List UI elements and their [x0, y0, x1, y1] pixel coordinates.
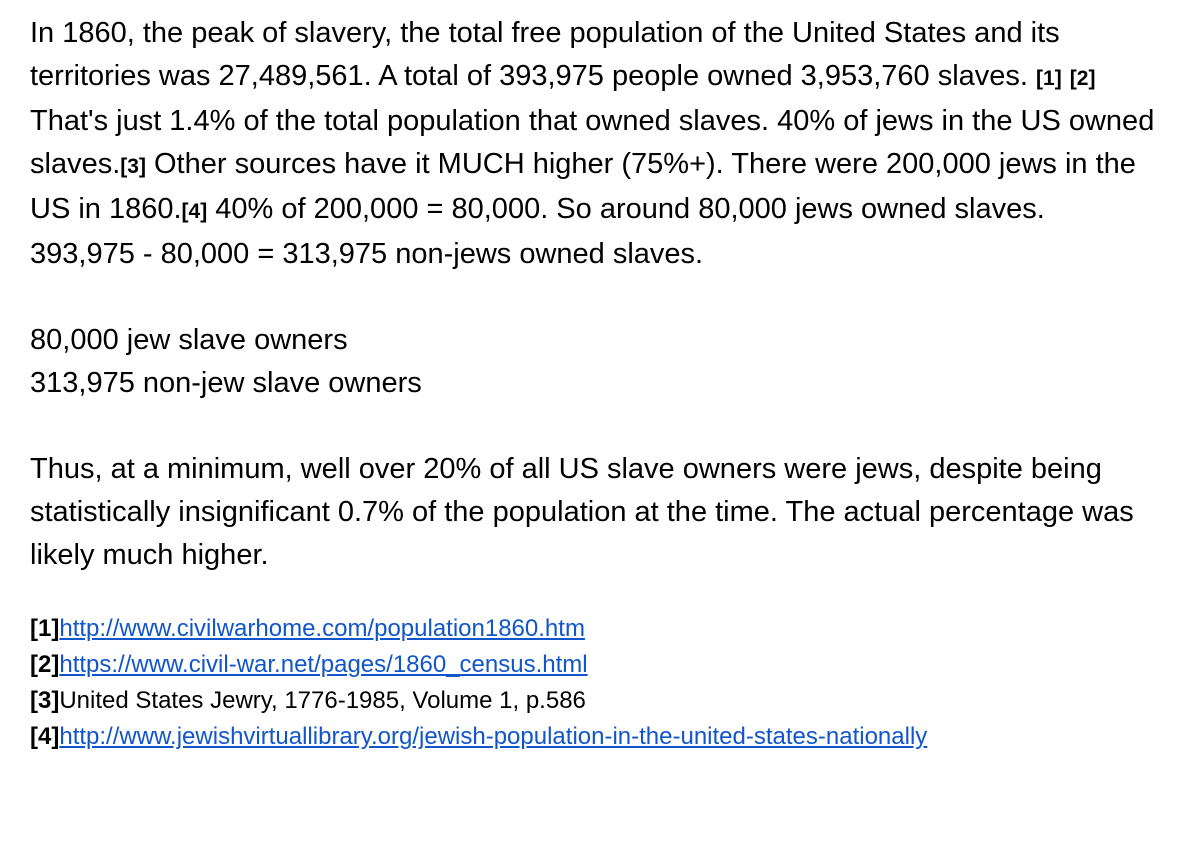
citation: [2]	[1069, 67, 1096, 90]
citation: [3]	[120, 155, 146, 178]
text: That's just 1.4% of the total population…	[30, 105, 1155, 180]
reference: [1]http://www.civilwarhome.com/populatio…	[30, 611, 1155, 647]
citation: [1]	[1036, 67, 1062, 90]
reference-marker: [4]	[30, 723, 60, 750]
reference-marker: [1]	[30, 615, 60, 642]
references: [1]http://www.civilwarhome.com/populatio…	[30, 611, 1155, 755]
reference: [2]https://www.civil-war.net/pages/1860_…	[30, 647, 1155, 683]
text	[1062, 60, 1070, 92]
reference: [4]http://www.jewishvirtuallibrary.org/j…	[30, 719, 1155, 755]
document: In 1860, the peak of slavery, the total …	[30, 12, 1155, 755]
text: 40% of 200,000 = 80,000. So around 80,00…	[30, 193, 1045, 270]
summary-line: 80,000 jew slave owners	[30, 324, 348, 356]
reference-link[interactable]: http://www.civilwarhome.com/population18…	[59, 615, 585, 642]
reference-link[interactable]: https://www.civil-war.net/pages/1860_cen…	[59, 651, 588, 678]
conclusion: Thus, at a minimum, well over 20% of all…	[30, 453, 1134, 571]
summary-line: 313,975 non-jew slave owners	[30, 367, 422, 399]
reference-marker: [2]	[30, 651, 60, 678]
citation: [4]	[181, 200, 208, 223]
body-paragraphs: In 1860, the peak of slavery, the total …	[30, 12, 1155, 276]
reference-link[interactable]: http://www.jewishvirtuallibrary.org/jewi…	[59, 723, 928, 750]
paragraph: That's just 1.4% of the total population…	[30, 100, 1155, 276]
text: Other sources have it MUCH higher (75%+)…	[30, 148, 1136, 225]
reference: [3]United States Jewry, 1776-1985, Volum…	[30, 683, 1155, 719]
reference-marker: [3]	[30, 687, 60, 714]
summary: 80,000 jew slave owners 313,975 non-jew s…	[30, 319, 1155, 405]
paragraph: In 1860, the peak of slavery, the total …	[30, 12, 1155, 100]
text: In 1860, the peak of slavery, the total …	[30, 17, 1060, 92]
reference-text: United States Jewry, 1776-1985, Volume 1…	[59, 687, 586, 714]
